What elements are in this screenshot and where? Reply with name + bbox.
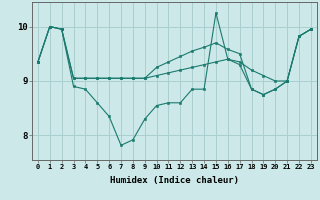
X-axis label: Humidex (Indice chaleur): Humidex (Indice chaleur) [110,176,239,185]
